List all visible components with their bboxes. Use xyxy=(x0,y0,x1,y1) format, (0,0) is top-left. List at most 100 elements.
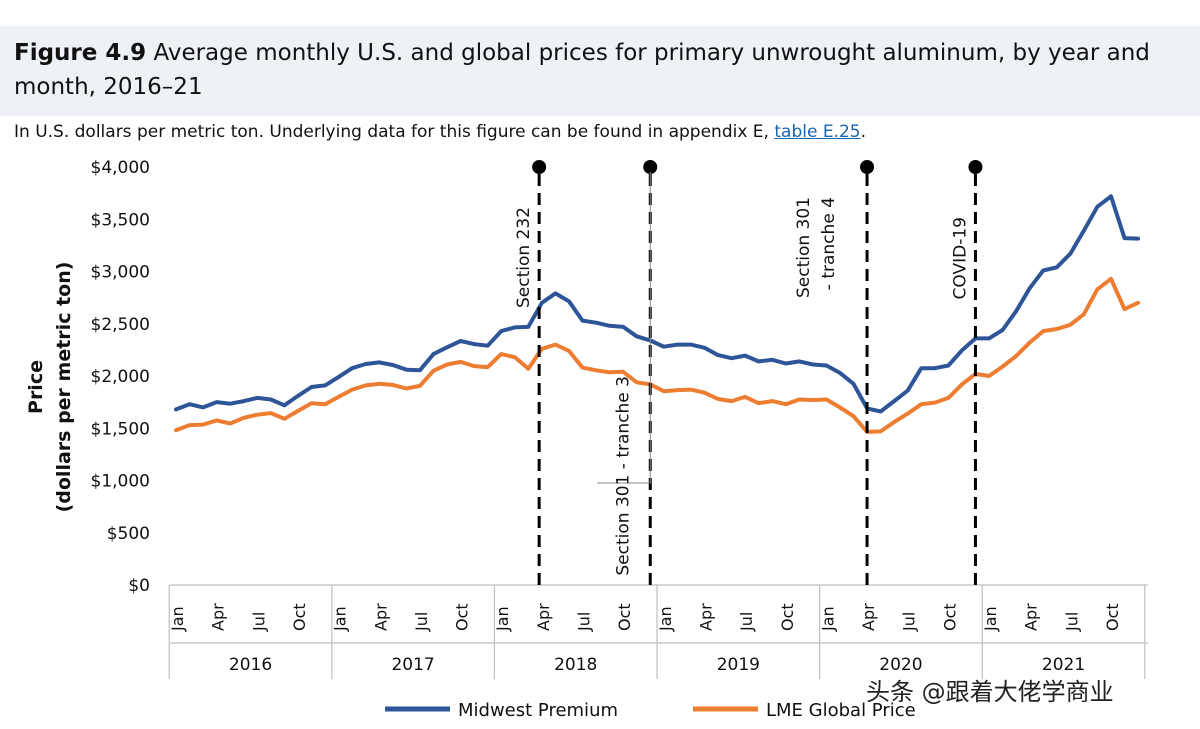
data-point xyxy=(201,405,205,409)
data-point xyxy=(662,389,666,393)
data-point xyxy=(377,382,381,386)
data-point xyxy=(1055,327,1059,331)
data-point xyxy=(499,352,503,356)
data-point xyxy=(608,324,612,328)
data-point xyxy=(459,339,463,343)
y-tick-label: $4,000 xyxy=(91,158,150,178)
data-point xyxy=(459,360,463,364)
data-point xyxy=(188,423,192,427)
data-point xyxy=(675,388,680,392)
data-point xyxy=(919,402,923,406)
data-point xyxy=(743,395,747,399)
data-point xyxy=(513,355,517,359)
data-point xyxy=(1014,354,1018,358)
data-point xyxy=(824,397,829,402)
data-point xyxy=(1041,268,1045,273)
table-link[interactable]: table E.25 xyxy=(774,122,861,142)
data-point xyxy=(838,405,842,409)
data-point xyxy=(1109,277,1113,281)
year-label: 2021 xyxy=(1042,655,1085,675)
data-point xyxy=(282,403,286,407)
data-point xyxy=(540,301,544,305)
data-point xyxy=(851,414,856,418)
data-point xyxy=(282,417,286,421)
legend: Midwest Premium LME Global Price xyxy=(385,700,916,721)
data-point xyxy=(702,346,707,350)
x-tick-label: Apr xyxy=(371,603,390,631)
series-line-lme xyxy=(174,276,1141,434)
y-tick-label: $3,500 xyxy=(91,210,150,230)
data-point xyxy=(337,395,341,399)
data-point xyxy=(824,363,829,368)
data-point xyxy=(689,343,693,347)
data-point xyxy=(879,429,883,433)
data-point xyxy=(323,402,327,406)
data-point xyxy=(350,366,354,370)
data-point xyxy=(553,343,558,347)
data-point xyxy=(580,319,585,323)
y-tick-label: $1,000 xyxy=(91,472,150,492)
data-point xyxy=(1041,329,1045,333)
figure-title: Figure 4.9 Average monthly U.S. and glob… xyxy=(14,36,1164,104)
data-point xyxy=(486,365,490,369)
y-tick-label: $1,500 xyxy=(91,419,150,439)
year-label: 2020 xyxy=(879,655,922,675)
annotation-label: Section 301 xyxy=(794,197,814,298)
data-point xyxy=(309,401,314,405)
data-point xyxy=(730,356,734,360)
data-point xyxy=(933,401,937,405)
data-point xyxy=(296,394,300,398)
annotation-label: COVID-19 xyxy=(950,217,970,299)
x-tick-label: Jul xyxy=(737,612,756,632)
title-banner xyxy=(0,26,1200,116)
watermark: 头条 @跟着大佬学商业 xyxy=(866,678,1114,706)
y-axis-title-line1: Price xyxy=(25,360,47,414)
annotation-label: Section 232 xyxy=(514,207,534,308)
x-tick-label: Oct xyxy=(778,603,797,631)
data-point xyxy=(445,345,449,349)
year-label: 2019 xyxy=(717,655,760,675)
year-label: 2018 xyxy=(554,655,597,675)
x-tick-label: Jan xyxy=(656,606,675,632)
data-point xyxy=(1001,365,1005,369)
data-point xyxy=(594,321,598,325)
data-point xyxy=(757,401,761,405)
data-point xyxy=(377,360,381,364)
data-point xyxy=(228,402,232,406)
data-point xyxy=(580,366,585,370)
data-point xyxy=(364,362,368,366)
annotation-marker xyxy=(643,160,658,174)
data-point xyxy=(1028,341,1032,345)
data-point xyxy=(621,325,625,329)
data-point xyxy=(350,388,354,392)
data-point xyxy=(797,397,801,402)
x-tick-label: Jan xyxy=(818,606,837,632)
x-tick-label: Jan xyxy=(331,606,350,632)
data-point xyxy=(675,343,680,347)
data-point xyxy=(608,370,612,374)
y-axis-ticks: $0 $500 $1,000 $1,500 $2,000 $2,500 $3,000 $3,5… xyxy=(91,158,150,596)
data-point xyxy=(445,362,449,367)
data-point xyxy=(1122,236,1127,240)
data-point xyxy=(879,409,883,414)
data-point xyxy=(526,325,530,329)
data-point xyxy=(1068,323,1072,327)
y-tick-label: $2,500 xyxy=(91,315,150,335)
figure-title-text: Average monthly U.S. and global prices f… xyxy=(14,40,1150,100)
data-point xyxy=(946,363,951,368)
data-point xyxy=(689,388,693,392)
y-tick-label: $500 xyxy=(107,524,150,544)
data-point xyxy=(1109,194,1113,198)
data-point xyxy=(418,384,422,388)
legend-label-lme: LME Global Price xyxy=(766,700,916,721)
data-point xyxy=(635,334,639,338)
x-tick-label: Oct xyxy=(290,603,309,631)
data-point xyxy=(730,399,734,403)
x-tick-label: Jan xyxy=(168,606,187,632)
data-point xyxy=(255,413,259,417)
x-tick-label: Jan xyxy=(981,606,1000,632)
policy-annotations: Section 232 Section 301 - tranche 3 Sectio… xyxy=(514,160,983,585)
x-tick-label: Jul xyxy=(1062,612,1081,632)
data-point xyxy=(784,402,788,406)
annotation-label-line2: - tranche 4 xyxy=(819,197,839,290)
